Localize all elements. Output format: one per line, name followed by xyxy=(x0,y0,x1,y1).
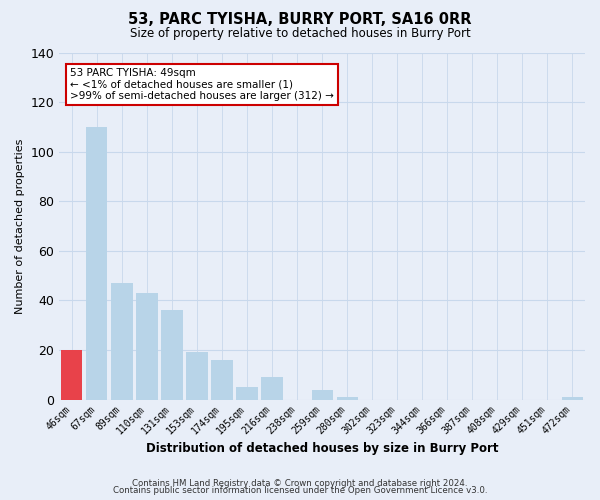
Text: 53, PARC TYISHA, BURRY PORT, SA16 0RR: 53, PARC TYISHA, BURRY PORT, SA16 0RR xyxy=(128,12,472,28)
Bar xyxy=(111,283,133,400)
Bar xyxy=(161,310,182,400)
Text: 53 PARC TYISHA: 49sqm
← <1% of detached houses are smaller (1)
>99% of semi-deta: 53 PARC TYISHA: 49sqm ← <1% of detached … xyxy=(70,68,334,102)
Y-axis label: Number of detached properties: Number of detached properties xyxy=(15,138,25,314)
X-axis label: Distribution of detached houses by size in Burry Port: Distribution of detached houses by size … xyxy=(146,442,499,455)
Text: Size of property relative to detached houses in Burry Port: Size of property relative to detached ho… xyxy=(130,28,470,40)
Bar xyxy=(61,350,82,400)
Bar xyxy=(562,397,583,400)
Bar xyxy=(236,387,257,400)
Bar xyxy=(211,360,233,400)
Bar xyxy=(262,378,283,400)
Bar xyxy=(187,352,208,400)
Text: Contains public sector information licensed under the Open Government Licence v3: Contains public sector information licen… xyxy=(113,486,487,495)
Text: Contains HM Land Registry data © Crown copyright and database right 2024.: Contains HM Land Registry data © Crown c… xyxy=(132,478,468,488)
Bar xyxy=(311,390,333,400)
Bar xyxy=(337,397,358,400)
Bar xyxy=(136,293,158,400)
Bar xyxy=(86,127,107,400)
